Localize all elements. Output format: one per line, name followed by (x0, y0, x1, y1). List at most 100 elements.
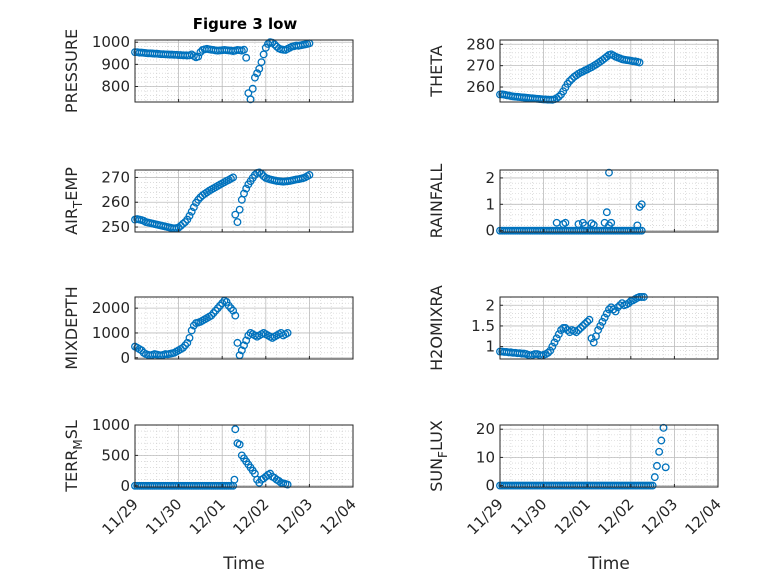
data-point (635, 58, 644, 67)
y-axis-label: SUNFLUX (427, 420, 450, 492)
axes-box (499, 39, 719, 103)
y-tick-label: 280 (466, 35, 495, 53)
data-point (602, 309, 611, 318)
panel-6: 0 500 1000 11/29 11/30 12/01 12/02 12/03 12/04 Ti… (62, 416, 360, 574)
data-point (574, 326, 583, 335)
data-point (550, 338, 559, 347)
y-tick-label: 0 (120, 477, 130, 495)
data-point (253, 69, 262, 78)
x-tick-label: 12/04 (682, 495, 725, 538)
x-tick-label: 11/29 (464, 495, 507, 538)
axes-box (134, 296, 354, 360)
axes-box (499, 169, 719, 233)
data-point (552, 334, 561, 343)
data-point (250, 73, 259, 82)
x-tick-label: 12/04 (317, 495, 360, 538)
x-axis-label: Time (222, 554, 265, 574)
data-point (255, 64, 264, 73)
y-tick-label: 1 (485, 195, 495, 213)
panel-0: 800 900 1000 PRESSURE (62, 29, 354, 113)
data-point (607, 218, 616, 227)
data-point (240, 45, 248, 54)
y-tick-label: 2000 (92, 299, 130, 317)
data-point (637, 226, 646, 235)
y-axis-label: MIXDEPTH (62, 286, 81, 369)
data-point (554, 330, 563, 339)
x-tick-label: 11/29 (99, 495, 142, 538)
data-point (554, 92, 563, 101)
data-point (246, 95, 255, 104)
data-point (283, 480, 292, 489)
data-point (187, 326, 196, 335)
data-point (229, 306, 238, 315)
data-point (305, 171, 314, 179)
data-point (181, 341, 190, 350)
panel-4: 0 1000 2000 MIXDEPTH (62, 286, 354, 370)
data-point (646, 481, 655, 490)
data-point (576, 324, 585, 332)
data-point (240, 341, 248, 350)
data-point (194, 52, 203, 61)
data-point (565, 77, 574, 85)
data-point (209, 309, 218, 318)
data-point (185, 333, 194, 342)
y-tick-label: 260 (466, 78, 495, 96)
data-point (605, 168, 613, 177)
data-point (596, 321, 605, 330)
data-point (655, 447, 664, 456)
axes-box (499, 424, 719, 488)
y-tick-label: 20 (476, 420, 495, 438)
y-axis-label: THETA (427, 45, 446, 97)
data-point (230, 475, 239, 484)
x-tick-label: 12/03 (273, 495, 316, 538)
data-point (259, 50, 268, 59)
data-point (594, 326, 603, 335)
figure-title: Figure 3 low (193, 15, 298, 33)
y-tick-label: 500 (101, 446, 130, 464)
data-point (633, 226, 642, 235)
y-tick-label: 260 (101, 193, 130, 211)
y-tick-label: 1000 (92, 33, 130, 51)
axes-box (134, 39, 354, 103)
y-tick-label: 0 (120, 349, 130, 367)
data-point (224, 301, 233, 310)
data-point (600, 313, 609, 322)
data-point (583, 317, 592, 326)
data-point (242, 336, 251, 345)
data-point (183, 338, 192, 347)
data-point (226, 481, 235, 490)
data-point (559, 87, 568, 96)
y-tick-label: 900 (101, 55, 130, 73)
data-point (231, 210, 240, 219)
data-point (189, 203, 198, 212)
data-point (559, 324, 568, 332)
x-tick-label: 11/30 (507, 495, 550, 538)
data-point (653, 461, 661, 470)
data-point (585, 315, 594, 324)
panel-5: 1 1.5 2 H2OMIXRA (427, 285, 719, 371)
data-point (268, 38, 277, 47)
data-point (242, 53, 251, 62)
x-tick-label: 12/01 (186, 495, 229, 538)
data-point (216, 301, 224, 310)
y-tick-label: 800 (101, 78, 130, 96)
y-tick-label: 2 (485, 169, 495, 187)
y-tick-label: 270 (466, 57, 495, 75)
y-tick-label: 1000 (92, 416, 130, 434)
data-point (609, 305, 618, 314)
y-tick-label: 250 (101, 218, 130, 236)
data-point (231, 311, 240, 320)
y-axis-label: AIRTEMP (62, 167, 85, 235)
data-point (211, 306, 220, 315)
data-point (572, 328, 581, 337)
data-point (633, 221, 642, 230)
axes-box (499, 296, 719, 360)
data-point (194, 195, 203, 204)
y-tick-label: 1.5 (471, 317, 495, 335)
data-point (644, 481, 653, 490)
axes-box (134, 169, 354, 233)
data-point (179, 343, 187, 352)
data-point (648, 481, 657, 490)
data-point (589, 220, 598, 229)
